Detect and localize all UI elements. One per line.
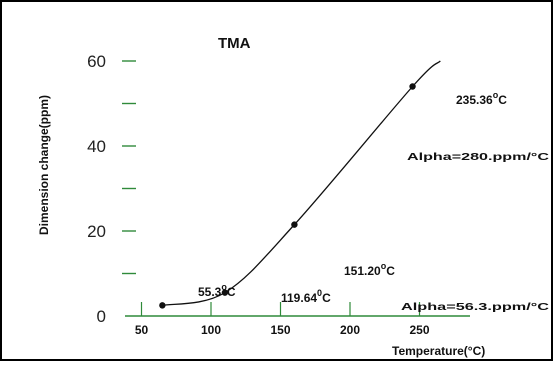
y-tick-label: 40 [87, 137, 106, 156]
x-tick-label: 250 [409, 323, 429, 337]
series-line-0 [162, 60, 441, 307]
x-axis-label: Temperature(°C) [392, 344, 485, 358]
annotation-t4-value: 235.36 [456, 93, 493, 107]
annotation-t4-unit: C [498, 93, 507, 107]
annotation-t2-value: 119.64 [281, 291, 317, 305]
degree-symbol: 0 [317, 288, 322, 298]
annotation-alpha-high: Alpha=280.ppm/°C [407, 152, 549, 163]
annotation-t2-unit: C [322, 291, 331, 305]
y-axis-label: Dimension change(ppm) [37, 95, 51, 235]
annotation-t1-value: 55.3 [198, 285, 222, 299]
degree-symbol: o [221, 282, 227, 292]
annotation-t3-value: 151.20 [344, 264, 381, 278]
x-tick-label: 100 [201, 323, 221, 337]
data-point [409, 83, 416, 90]
x-tick-label: 200 [340, 323, 360, 337]
y-tick-label: 20 [87, 222, 106, 241]
annotation-t1: 55.3oC [198, 282, 236, 299]
annotation-t1-unit: C [227, 285, 236, 299]
annotation-t3-unit: C [386, 264, 395, 278]
annotation-t2: 119.640C [281, 288, 331, 305]
degree-symbol: o [381, 261, 387, 271]
data-point [221, 289, 229, 296]
annotation-t4: 235.36oC [456, 90, 507, 107]
annotations: 55.3oC 119.640C 151.20oC 235.36oC Alpha=… [198, 90, 549, 313]
x-tick-label: 50 [135, 323, 149, 337]
chart-title: TMA [218, 35, 251, 52]
data-point [291, 221, 298, 228]
axes: 50 100 150 200 250 0 20 40 60 [87, 52, 470, 337]
series-layer [159, 60, 441, 309]
annotation-alpha-low: Alpha=56.3.ppm/°C [401, 302, 549, 313]
degree-symbol: o [493, 90, 499, 100]
data-point [159, 302, 166, 309]
y-tick-label: 60 [87, 52, 106, 71]
y-tick-label: 0 [97, 307, 106, 326]
x-tick-label: 150 [270, 323, 290, 337]
annotation-t3: 151.20oC [344, 261, 395, 278]
